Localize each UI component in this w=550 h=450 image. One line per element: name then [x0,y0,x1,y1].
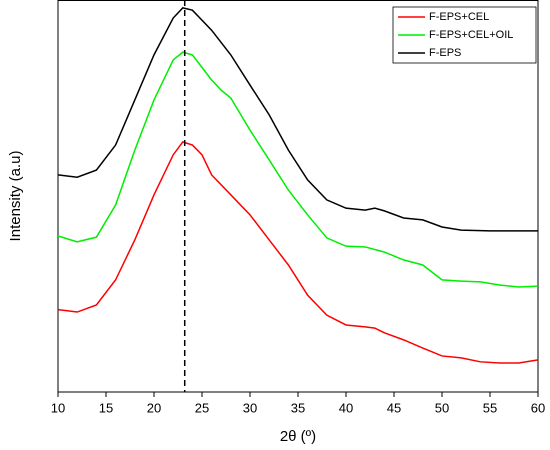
x-tick-label: 35 [291,400,305,415]
x-tick-label: 20 [147,400,161,415]
x-tick-label: 40 [339,400,353,415]
line-series [57,51,539,288]
x-tick-label: 10 [51,400,65,415]
line-series [57,7,538,232]
x-tick-label: 50 [435,400,449,415]
legend-label: F-EPS+CEL [429,11,489,23]
x-axis-label: 2θ (º) [280,428,316,445]
y-axis-label: Intensity (a.u) [7,151,24,242]
x-tick-label: 60 [531,400,545,415]
legend-label: F-EPS+CEL+OIL [429,29,513,41]
legend-label: F-EPS [429,47,461,59]
line-series [57,141,539,364]
x-tick-label: 55 [483,400,497,415]
x-tick-label: 15 [99,400,113,415]
x-tick-label: 25 [195,400,209,415]
x-tick-label: 30 [243,400,257,415]
x-tick-label: 45 [387,400,401,415]
